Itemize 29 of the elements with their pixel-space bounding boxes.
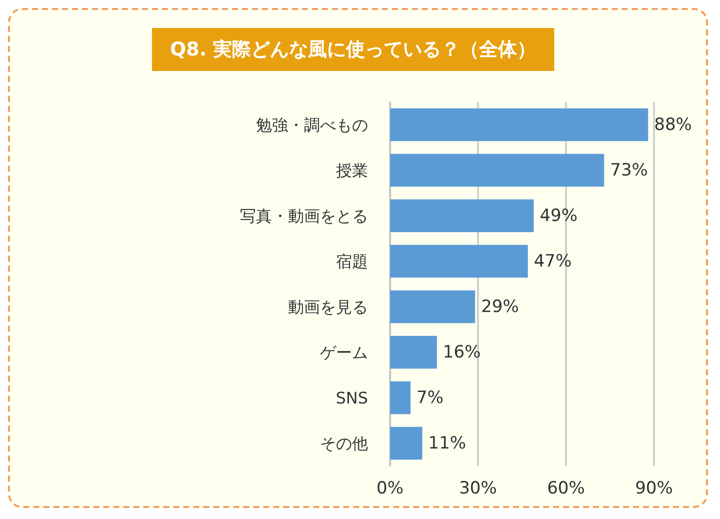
y-tick-label: その他 [320, 434, 368, 453]
y-tick-label: 動画を見る [288, 297, 368, 316]
y-tick-label: 写真・動画をとる [240, 206, 368, 226]
data-label: 47% [534, 251, 572, 272]
bar [390, 199, 534, 232]
data-label: 11% [428, 433, 466, 454]
bar [390, 108, 648, 142]
y-tick-label: ゲーム [320, 342, 368, 362]
x-tick-label: 90% [635, 478, 673, 498]
data-label: 29% [481, 296, 519, 317]
bar [390, 426, 422, 460]
x-tick-label: 60% [547, 478, 585, 498]
data-label: 88% [654, 114, 692, 135]
bar [390, 336, 437, 369]
y-tick-label: 勉強・調べもの [256, 115, 368, 134]
bar [390, 154, 604, 187]
y-tick-label: 授業 [336, 160, 368, 180]
x-tick-label: 30% [459, 478, 497, 498]
y-tick-label: SNS [336, 388, 368, 408]
bar [390, 381, 411, 414]
data-label: 73% [610, 160, 648, 180]
data-label: 16% [442, 342, 481, 362]
bar [390, 244, 528, 278]
x-tick-label: 0% [376, 478, 404, 498]
data-label: 49% [540, 206, 578, 226]
y-tick-label: 宿題 [336, 252, 368, 271]
bar [390, 290, 476, 324]
chart-title: Q8. 実際どんな風に使っている？（全体） [170, 38, 536, 60]
data-label: 7% [416, 388, 444, 408]
